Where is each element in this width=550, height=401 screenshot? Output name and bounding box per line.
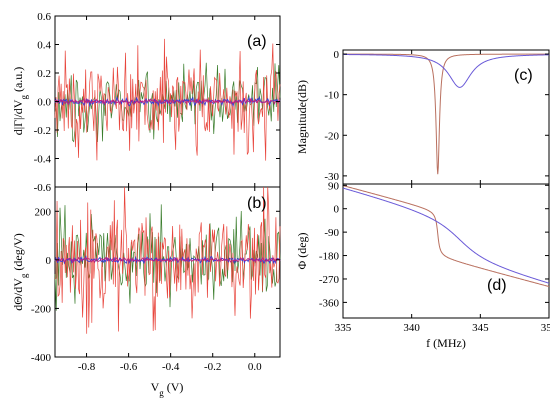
y-tick-label: 0 xyxy=(334,204,340,216)
panel-b-frame xyxy=(54,186,281,358)
y-tick-label: 0.4 xyxy=(37,40,51,52)
panel-d-label: (d) xyxy=(487,277,507,294)
y-tick-label: 200 xyxy=(35,206,52,218)
panel-d-ylabel: Φ (deg) xyxy=(295,232,309,269)
x-tick-label: -0.8 xyxy=(78,361,96,373)
y-tick-label: -200 xyxy=(31,303,52,315)
y-tick-label: -0.6 xyxy=(34,182,52,194)
y-tick-label: -10 xyxy=(324,90,339,102)
panel-d: 335 340 345 350 90 0 -90 -180 -270 -360 (d) Φ (de… xyxy=(295,180,550,350)
panel-b-xlabel: Vg (V) xyxy=(151,380,184,398)
panel-a-ylabel: d|Γ|/dVg (a.u.) xyxy=(11,67,29,136)
x-tick-label: -0.6 xyxy=(120,361,138,373)
series-line-blue xyxy=(54,95,281,108)
x-tick-label: 340 xyxy=(403,322,420,334)
y-tick-label: -0.2 xyxy=(34,125,51,137)
panel-c: 0 -10 -20 -30 (c) Magnitude(dB) xyxy=(295,49,550,185)
y-tick-label: 90 xyxy=(328,180,340,192)
x-tick-label: 350 xyxy=(541,322,550,334)
panel-d-frame xyxy=(342,183,550,319)
panel-b-ylabel: dΘ/dVg (deg/V) xyxy=(11,233,29,311)
series-line-red xyxy=(54,38,281,161)
series-line-brown xyxy=(343,53,549,175)
x-tick-label: 0.0 xyxy=(248,361,262,373)
series-line-magenta xyxy=(54,97,281,106)
x-tick-label: 345 xyxy=(472,322,489,334)
y-tick-label: -400 xyxy=(31,352,52,364)
panel-d-xlabel: f (MHz) xyxy=(426,336,466,350)
x-tick-label: -0.4 xyxy=(162,361,180,373)
x-tick-label: -0.2 xyxy=(204,361,221,373)
y-tick-label: -30 xyxy=(324,171,339,183)
panel-c-label: (c) xyxy=(514,67,533,84)
y-tick-label: 0 xyxy=(46,255,52,267)
y-tick-label: -20 xyxy=(324,130,339,142)
series-line-magenta xyxy=(54,256,281,264)
y-tick-label: 0 xyxy=(334,49,340,61)
panel-b-label: (b) xyxy=(247,195,267,212)
y-tick-label: 0.0 xyxy=(37,97,51,109)
panel-a-label: (a) xyxy=(247,33,267,50)
y-tick-label: -90 xyxy=(324,227,339,239)
series-line-purple xyxy=(343,54,550,88)
x-tick-label: 335 xyxy=(335,322,352,334)
y-tick-label: 0.6 xyxy=(37,11,51,23)
panel-c-ylabel: Magnitude(dB) xyxy=(295,80,309,154)
series-line-brown xyxy=(342,185,550,288)
panel-b: -0.8 -0.6 -0.4 -0.2 0.0 -400 -200 0 200 (b) dΘ/d… xyxy=(11,186,281,398)
y-tick-label: -180 xyxy=(319,251,340,263)
panel-a: -0.6 -0.4 -0.2 0.0 0.2 0.4 0.6 (a) d|Γ|/dVg (a… xyxy=(11,11,281,194)
y-tick-label: -0.4 xyxy=(34,154,52,166)
series-line-purple xyxy=(342,187,550,284)
y-tick-label: -270 xyxy=(319,274,340,286)
y-tick-label: -360 xyxy=(319,297,340,309)
y-tick-label: 0.2 xyxy=(37,68,51,80)
